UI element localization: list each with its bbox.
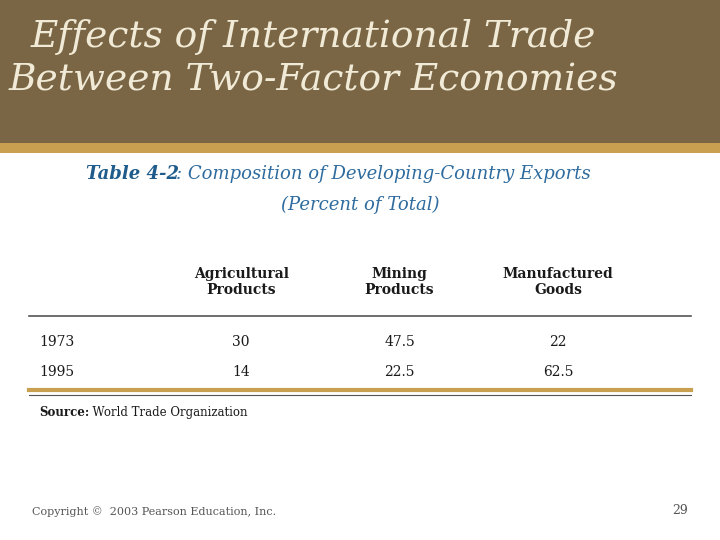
Text: Copyright ©  2003 Pearson Education, Inc.: Copyright © 2003 Pearson Education, Inc. [32,507,276,517]
Text: 14: 14 [233,364,250,379]
Text: : Composition of Developing-Country Exports: : Composition of Developing-Country Expo… [176,165,591,183]
Text: Agricultural
Products: Agricultural Products [194,267,289,298]
Text: Source:: Source: [40,406,90,419]
Text: Mining
Products: Mining Products [365,267,434,298]
Text: Manufactured
Goods: Manufactured Goods [503,267,613,298]
Text: 29: 29 [672,504,688,517]
Text: 1973: 1973 [40,335,75,349]
Text: (Percent of Total): (Percent of Total) [281,196,439,214]
Text: 30: 30 [233,335,250,349]
Text: Table 4-2: Table 4-2 [86,165,179,183]
Text: 1995: 1995 [40,364,75,379]
Bar [0,143,720,153]
Bar [0,0,720,143]
Text: World Trade Organization: World Trade Organization [85,406,248,419]
Text: Between Two-Factor Economies: Between Two-Factor Economies [9,62,618,98]
Text: 62.5: 62.5 [543,364,573,379]
Text: 47.5: 47.5 [384,335,415,349]
Text: 22: 22 [549,335,567,349]
Text: Effects of International Trade: Effects of International Trade [30,19,596,55]
Text: 22.5: 22.5 [384,364,415,379]
